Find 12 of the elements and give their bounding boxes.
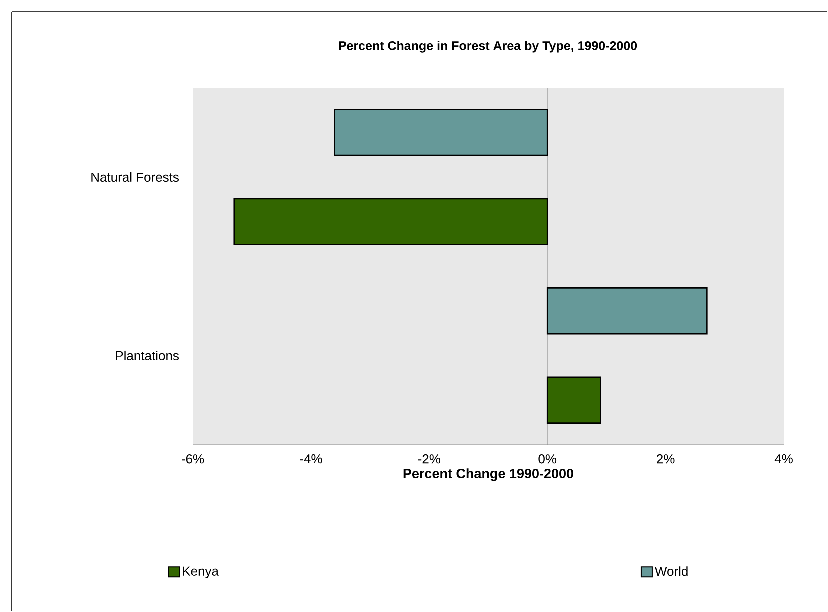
chart-title: Percent Change in Forest Area by Type, 1990-2000 (339, 41, 638, 53)
x-tick-label: 0% (538, 454, 557, 464)
x-tick-label: -4% (300, 454, 322, 464)
x-tick-label: -2% (418, 454, 441, 464)
x-tick-label: -6% (182, 454, 204, 464)
legend-label: Kenya (183, 566, 219, 579)
y-tick-label: Plantations (116, 350, 179, 361)
y-tick-label: Natural Forests (92, 172, 179, 182)
x-axis-title: Percent Change 1990-2000 (404, 468, 574, 482)
legend-label: World (655, 566, 688, 576)
x-tick-label: 2% (657, 454, 675, 464)
x-tick-label: 4% (774, 454, 793, 464)
